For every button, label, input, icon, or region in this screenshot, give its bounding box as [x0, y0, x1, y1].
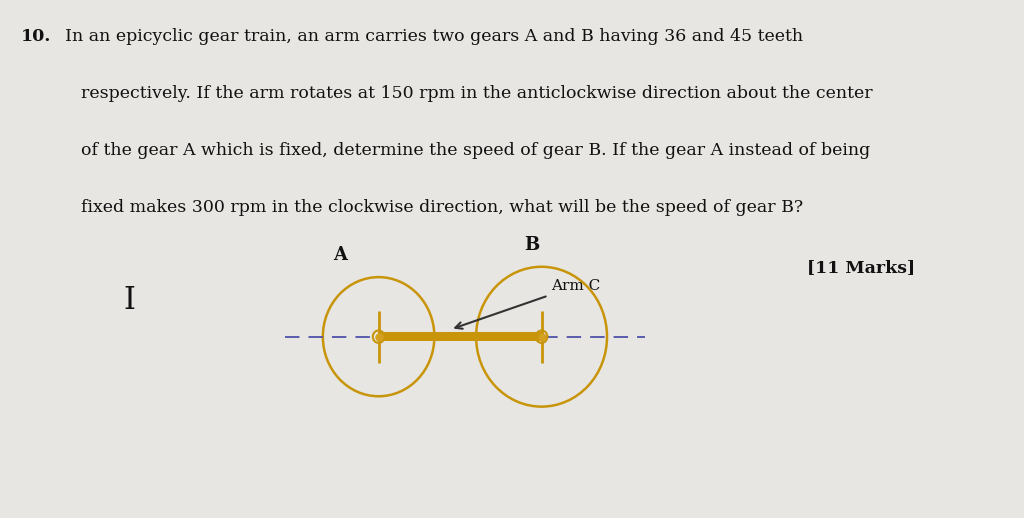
- Text: B: B: [524, 236, 540, 254]
- Bar: [378, 332, 543, 341]
- Text: Arm C: Arm C: [456, 279, 600, 329]
- Text: A: A: [333, 246, 347, 264]
- Text: fixed makes 300 rpm in the clockwise direction, what will be the speed of gear B: fixed makes 300 rpm in the clockwise dir…: [82, 199, 804, 217]
- Text: I: I: [124, 285, 135, 316]
- Text: of the gear A which is fixed, determine the speed of gear B. If the gear A inste: of the gear A which is fixed, determine …: [82, 142, 870, 160]
- Text: respectively. If the arm rotates at 150 rpm in the anticlockwise direction about: respectively. If the arm rotates at 150 …: [82, 85, 873, 103]
- Text: In an epicyclic gear train, an arm carries two gears A and B having 36 and 45 te: In an epicyclic gear train, an arm carri…: [66, 28, 803, 46]
- Text: [11 Marks]: [11 Marks]: [807, 259, 915, 276]
- Text: 10.: 10.: [22, 28, 51, 46]
